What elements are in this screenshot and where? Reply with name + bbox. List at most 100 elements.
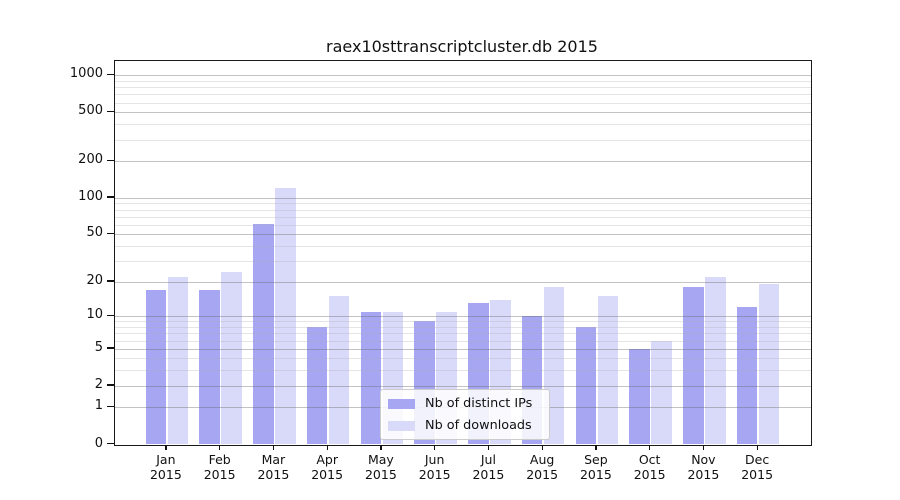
x-tick-mark-may — [380, 444, 382, 450]
x-tick-mark-jul — [487, 444, 490, 450]
x-tick-label-sep: Sep 2015 — [579, 451, 612, 483]
bar-distinct-ips-may — [360, 311, 382, 445]
y-tick-mark-100 — [106, 196, 114, 198]
x-tick-mark-jan — [165, 444, 167, 450]
y-tick-mark-500 — [106, 110, 114, 113]
bar-downloads-sep — [597, 296, 619, 445]
y-tick-mark-1 — [106, 405, 114, 408]
legend-label-downloads: Nb of downloads — [425, 418, 532, 433]
minor-gridline-9 — [115, 321, 811, 323]
major-gridline-2 — [115, 385, 811, 387]
grid-layer — [115, 61, 811, 445]
major-gridline-500 — [115, 112, 811, 114]
x-tick-label-feb: Feb 2015 — [203, 451, 236, 483]
y-tick-label-2: 2 — [94, 376, 103, 392]
major-gridline-1000 — [115, 75, 811, 77]
minor-gridline-400 — [115, 124, 811, 126]
minor-gridline-3 — [115, 370, 811, 372]
x-tick-mark-dec — [756, 444, 758, 450]
minor-gridline-8 — [115, 327, 811, 329]
x-tick-mark-feb — [219, 444, 221, 450]
y-tick-label-200: 200 — [78, 152, 103, 168]
minor-gridline-4 — [115, 358, 811, 360]
x-tick-mark-sep — [595, 444, 597, 450]
y-tick-label-20: 20 — [86, 272, 103, 288]
y-tick-mark-1000 — [106, 73, 114, 76]
major-gridline-100 — [115, 197, 811, 199]
bar-distinct-ips-apr — [306, 327, 328, 445]
major-gridline-20 — [115, 281, 811, 283]
minor-gridline-30 — [115, 260, 811, 262]
x-tick-mark-oct — [649, 444, 651, 450]
x-tick-label-apr: Apr 2015 — [311, 451, 344, 483]
bar-downloads-jan — [167, 276, 189, 445]
bar-downloads-feb — [221, 272, 242, 445]
bar-downloads-oct — [651, 340, 672, 445]
y-tick-mark-20 — [106, 280, 114, 282]
bar-distinct-ips-feb — [199, 290, 220, 445]
x-tick-label-jan: Jan 2015 — [149, 451, 182, 483]
x-tick-label-mar: Mar 2015 — [257, 451, 290, 483]
x-tick-label-oct: Oct 2015 — [633, 451, 666, 483]
legend-row-downloads: Nb of downloads — [388, 418, 549, 433]
legend: Nb of distinct IPs Nb of downloads — [380, 389, 550, 440]
x-tick-label-nov: Nov 2015 — [687, 451, 720, 483]
x-tick-mark-nov — [702, 444, 705, 450]
x-tick-label-jun: Jun 2015 — [418, 451, 451, 483]
x-tick-mark-apr — [326, 444, 328, 450]
y-tick-label-10: 10 — [86, 307, 103, 323]
minor-gridline-60 — [115, 224, 811, 226]
minor-gridline-600 — [115, 102, 811, 104]
y-tick-mark-10 — [106, 314, 114, 317]
bar-distinct-ips-mar — [253, 223, 274, 445]
major-gridline-200 — [115, 161, 811, 163]
minor-gridline-800 — [115, 87, 811, 89]
plot-area — [114, 59, 812, 446]
y-tick-mark-200 — [106, 159, 114, 161]
bar-distinct-ips-sep — [575, 327, 597, 445]
minor-gridline-70 — [115, 216, 811, 218]
x-tick-label-may: May 2015 — [364, 451, 397, 483]
legend-row-distinct-ips: Nb of distinct IPs — [388, 396, 549, 411]
x-tick-label-aug: Aug 2015 — [526, 451, 559, 483]
bar-distinct-ips-nov — [683, 287, 704, 445]
x-tick-mark-aug — [541, 444, 543, 450]
y-tick-label-100: 100 — [78, 188, 103, 204]
legend-swatch-downloads — [388, 420, 415, 431]
y-tick-label-500: 500 — [78, 103, 103, 119]
minor-gridline-80 — [115, 209, 811, 211]
minor-gridline-6 — [115, 340, 811, 342]
bar-downloads-dec — [758, 284, 780, 445]
minor-gridline-90 — [115, 203, 811, 205]
bar-downloads-nov — [705, 276, 726, 445]
minor-gridline-900 — [115, 80, 811, 82]
minor-gridline-700 — [115, 94, 811, 96]
y-tick-label-5: 5 — [94, 339, 103, 355]
legend-swatch-distinct-ips — [388, 398, 415, 409]
minor-gridline-7 — [115, 333, 811, 335]
bar-downloads-mar — [275, 188, 296, 445]
y-tick-mark-5 — [106, 347, 114, 349]
x-tick-mark-jun — [434, 444, 436, 450]
y-tick-label-0: 0 — [94, 435, 103, 451]
x-tick-label-dec: Dec 2015 — [741, 451, 774, 483]
minor-gridline-300 — [115, 139, 811, 141]
y-tick-label-1000: 1000 — [69, 66, 103, 82]
legend-label-distinct-ips: Nb of distinct IPs — [425, 396, 533, 411]
y-tick-label-50: 50 — [86, 225, 103, 241]
y-tick-mark-0 — [106, 443, 114, 445]
y-tick-mark-50 — [106, 232, 114, 235]
y-tick-mark-2 — [106, 384, 114, 386]
y-tick-label-1: 1 — [94, 398, 103, 414]
bar-distinct-ips-dec — [736, 307, 758, 445]
major-gridline-50 — [115, 234, 811, 236]
bar-downloads-apr — [328, 296, 350, 445]
x-tick-label-jul: Jul 2015 — [472, 451, 505, 483]
bar-distinct-ips-oct — [629, 348, 650, 445]
x-tick-mark-mar — [272, 444, 275, 450]
minor-gridline-40 — [115, 246, 811, 248]
chart-title: raex10sttranscriptcluster.db 2015 — [326, 37, 598, 56]
bar-distinct-ips-jan — [145, 290, 167, 445]
major-gridline-10 — [115, 316, 811, 318]
